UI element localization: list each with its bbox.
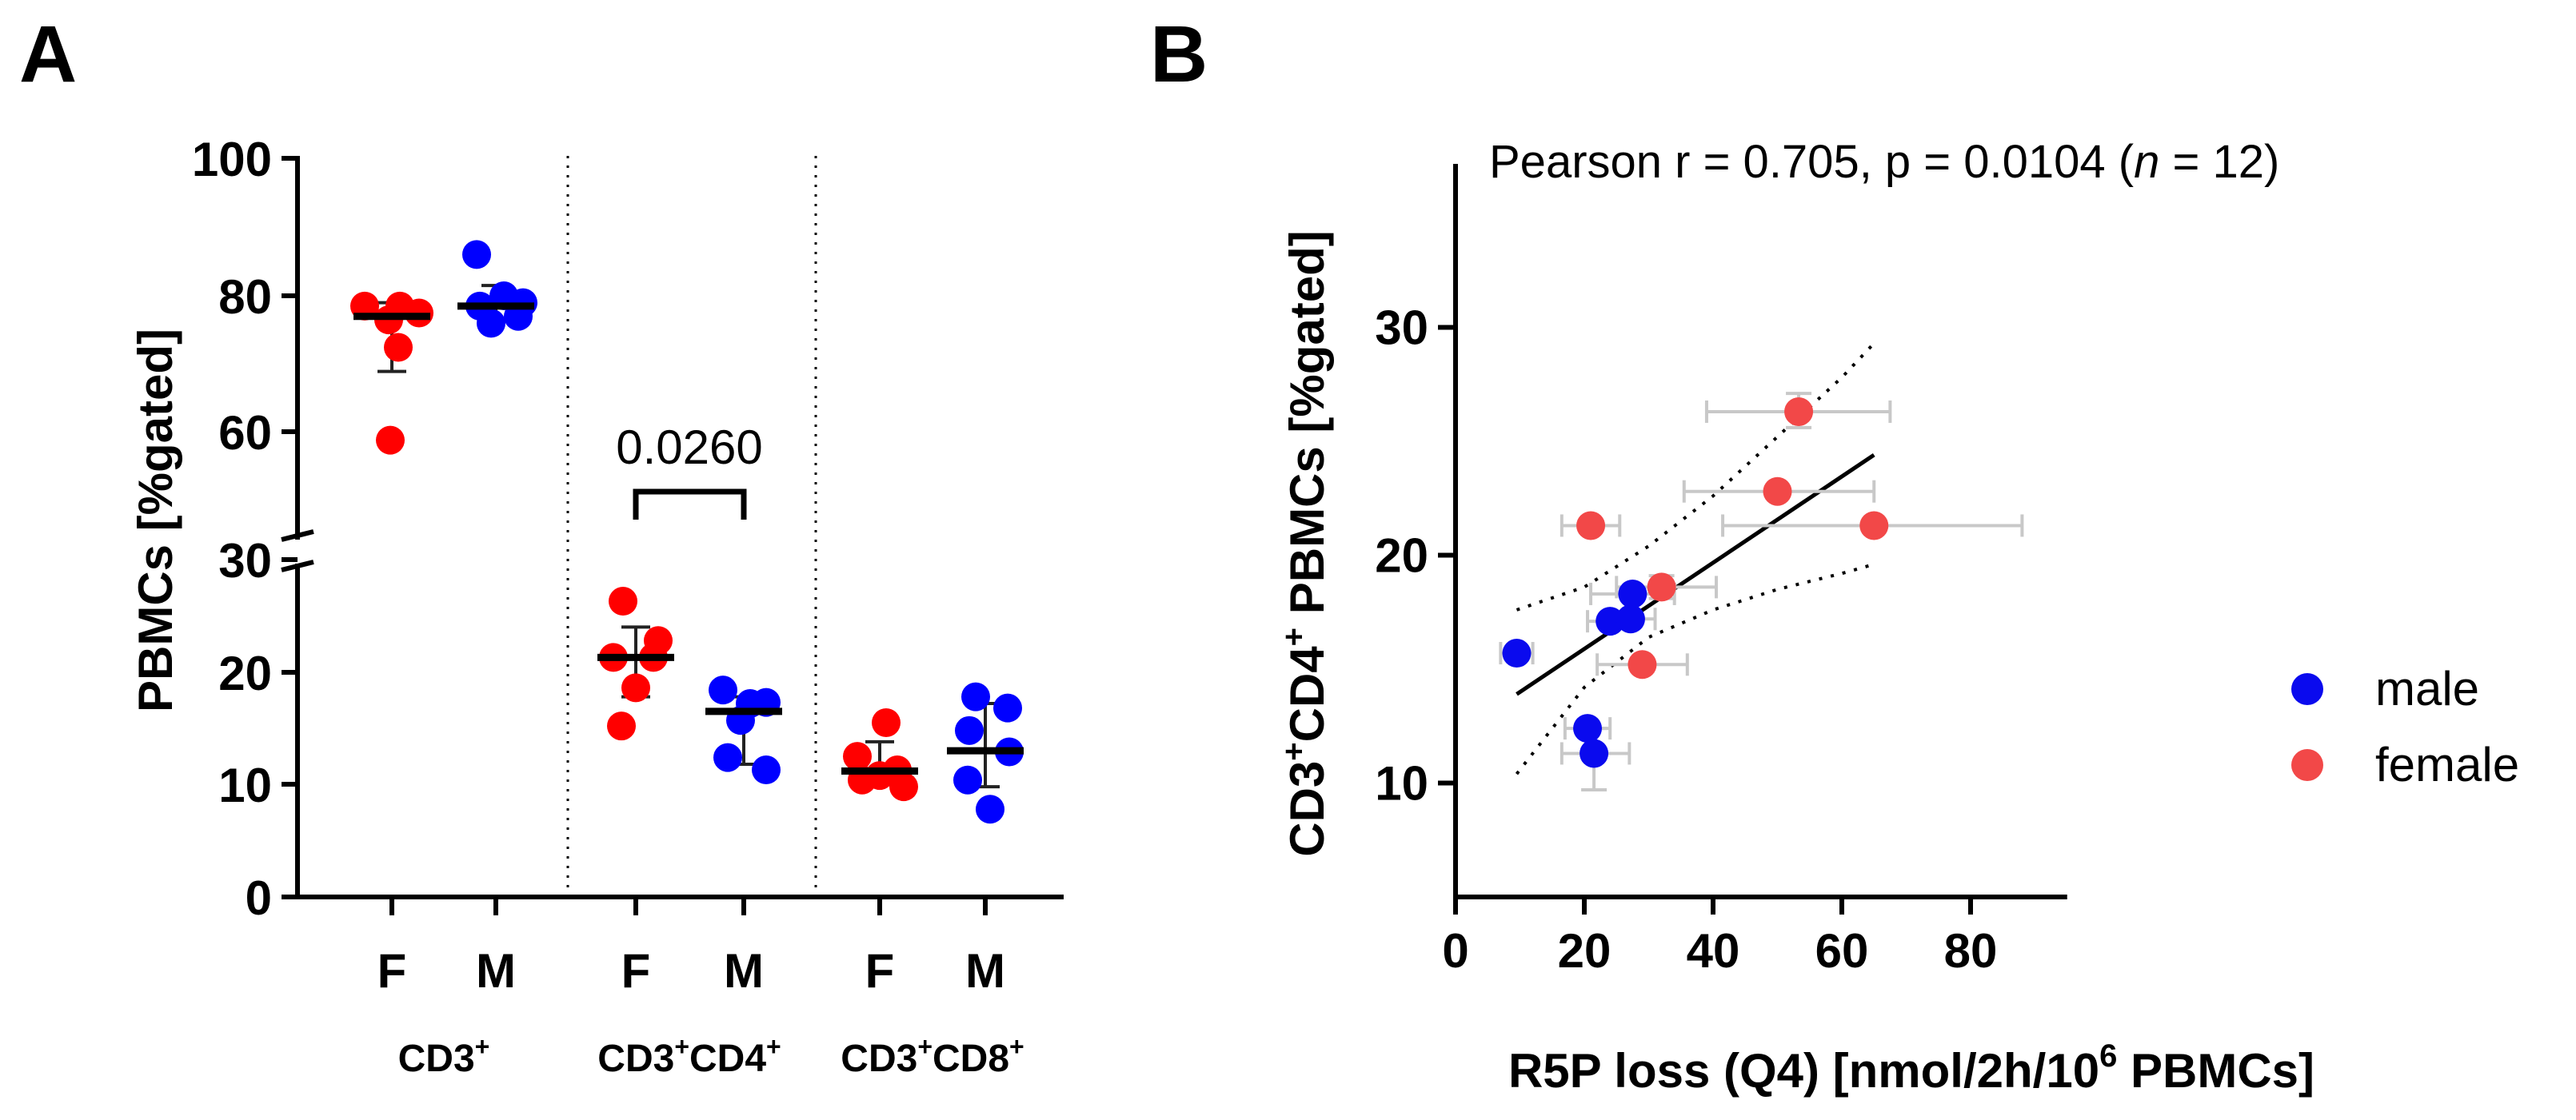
data-point: [384, 333, 413, 362]
male-point: [1573, 714, 1603, 743]
axis-break-lower: [281, 560, 314, 572]
scatter-marks: 0 20 40 60 80 10 20 30: [1375, 164, 2067, 978]
female-point: [1576, 511, 1606, 540]
data-point: [993, 693, 1022, 723]
significance-bracket: [633, 488, 747, 520]
panel-b: B Pearson r = 0.705, p = 0.0104 (n = 12)…: [1150, 10, 2519, 1098]
b-ytick-label: 30: [1375, 301, 1428, 355]
axis-break-upper: [281, 529, 314, 542]
sex-label-cd3-f: F: [377, 944, 407, 998]
group-label-cd3-cd4: CD3+CD4+: [597, 1032, 781, 1080]
b-xtick-label: 80: [1944, 924, 1998, 978]
b-xtick-label: 20: [1558, 924, 1611, 978]
female-point: [1859, 511, 1889, 540]
female-point: [1627, 650, 1657, 680]
sex-label-cd8-f: F: [865, 944, 895, 998]
male-point: [1618, 579, 1647, 608]
data-point: [843, 742, 872, 771]
data-point: [462, 240, 491, 269]
data-point: [752, 755, 781, 785]
group-label-cd3: CD3+: [398, 1032, 490, 1080]
dot-plot-marks: [350, 240, 1024, 824]
b-xtick-label: 60: [1815, 924, 1869, 978]
panel-a: A PBMCs [%gated] 100 80 60 30 20 10 0: [19, 10, 1064, 1080]
confidence-band-upper: [1516, 342, 1875, 612]
legend-male-marker: [2291, 673, 2323, 705]
male-point: [1580, 739, 1609, 768]
tick-label-100: 100: [192, 133, 272, 186]
data-point: [961, 682, 990, 711]
panel-b-label: B: [1150, 10, 1208, 99]
tick-label-0: 0: [246, 871, 272, 925]
data-point: [872, 707, 901, 737]
male-point: [1615, 604, 1645, 634]
group-label-cd3-cd8: CD3+CD8+: [841, 1032, 1024, 1080]
sex-label-cd4-f: F: [621, 944, 651, 998]
data-point: [889, 772, 918, 802]
data-point: [713, 743, 742, 772]
regression-line: [1516, 453, 1875, 696]
b-xtick-label: 40: [1687, 924, 1740, 978]
data-point: [607, 711, 636, 741]
data-point: [955, 715, 984, 745]
tick-label-10: 10: [218, 759, 272, 812]
sex-label-cd3-m: M: [476, 944, 516, 998]
data-point: [976, 795, 1004, 824]
panel-b-xlabel: R5P loss (Q4) [nmol/2h/106 PBMCs]: [1508, 1038, 2314, 1098]
data-point: [609, 587, 637, 616]
panel-a-label: A: [19, 10, 77, 99]
legend-female-label: female: [2375, 738, 2519, 791]
pearson-annotation: Pearson r = 0.705, p = 0.0104 (n = 12): [1489, 136, 2279, 188]
panel-b-ylabel: CD3+CD4+ PBMCs [%gated]: [1276, 230, 1334, 856]
data-point: [953, 765, 982, 795]
female-point: [1647, 572, 1676, 602]
sex-label-cd8-m: M: [965, 944, 1005, 998]
data-point: [709, 676, 737, 705]
panel-a-ylabel: PBMCs [%gated]: [129, 329, 182, 712]
b-ytick-label: 20: [1375, 529, 1428, 583]
female-point: [1784, 397, 1814, 426]
data-point: [477, 309, 505, 338]
data-point: [376, 425, 405, 455]
data-point: [621, 673, 650, 703]
tick-label-80: 80: [218, 270, 272, 324]
legend-male-label: male: [2375, 662, 2479, 715]
b-ytick-label: 10: [1375, 757, 1428, 811]
female-point: [1763, 476, 1792, 506]
significance-p-value: 0.0260: [616, 420, 763, 474]
tick-label-60: 60: [218, 406, 272, 460]
sex-label-cd4-m: M: [724, 944, 764, 998]
tick-label-30: 30: [218, 534, 272, 588]
legend-female-marker: [2291, 749, 2323, 781]
male-point: [1502, 639, 1532, 668]
b-xtick-label: 0: [1442, 924, 1468, 978]
confidence-band-lower: [1515, 562, 1875, 775]
tick-label-20: 20: [218, 647, 272, 700]
